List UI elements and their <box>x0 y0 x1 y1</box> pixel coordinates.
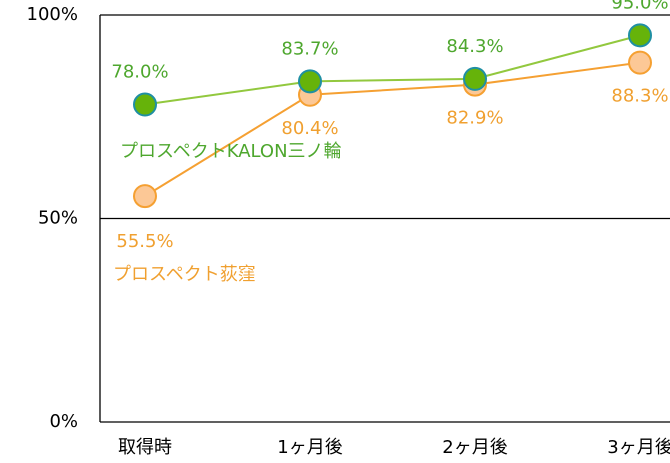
data-label: 55.5% <box>116 231 173 252</box>
data-label: 80.4% <box>281 118 338 139</box>
marker <box>628 23 652 48</box>
x-tick-label: 2ヶ月後 <box>442 437 507 458</box>
y-tick-label: 100% <box>27 4 78 25</box>
data-label: 95.0% <box>611 0 668 13</box>
y-tick-label: 0% <box>49 411 78 432</box>
marker <box>133 184 157 209</box>
marker <box>298 69 322 94</box>
marker <box>463 66 487 91</box>
data-label: 78.0% <box>111 62 168 83</box>
series-line <box>144 61 641 197</box>
data-label: 84.3% <box>446 36 503 57</box>
series-label: プロスペクト荻窪 <box>113 264 256 285</box>
y-tick-label: 50% <box>38 208 78 229</box>
series-label: プロスペクトKALON三ノ輪 <box>120 141 342 162</box>
series-line <box>144 34 641 106</box>
data-label: 82.9% <box>446 108 503 129</box>
marker <box>628 50 652 75</box>
data-label: 88.3% <box>611 86 668 107</box>
marker <box>133 92 157 117</box>
data-label: 83.7% <box>281 38 338 59</box>
x-tick-label: 1ヶ月後 <box>277 437 342 458</box>
x-tick-label: 取得時 <box>118 437 172 458</box>
x-tick-label: 3ヶ月後 <box>607 437 670 458</box>
